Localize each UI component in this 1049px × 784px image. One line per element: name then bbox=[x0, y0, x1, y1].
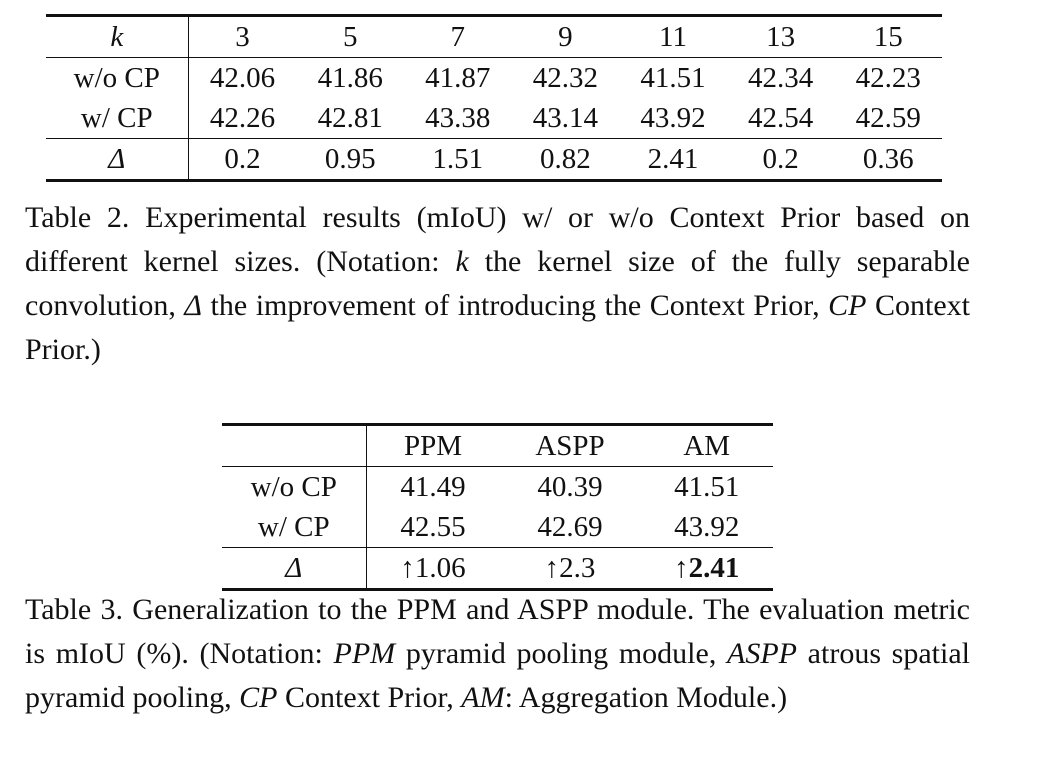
row-label: w/o CP bbox=[222, 466, 367, 507]
table-cell: ↑2.41 bbox=[640, 548, 773, 590]
table-2-kernel-size: 13 bbox=[726, 15, 835, 58]
table-cell: ↑1.06 bbox=[366, 548, 500, 590]
table-cell: 41.51 bbox=[640, 61, 706, 94]
table-cell-best: 43.92 bbox=[619, 98, 727, 139]
table-3-column-header: PPM bbox=[366, 424, 500, 467]
caption-italic-term: AM bbox=[461, 681, 505, 714]
delta-value: 1.06 bbox=[414, 551, 466, 584]
caption-italic-term: CP bbox=[239, 681, 278, 714]
table-row: w/ CP 42.55 42.69 43.92 bbox=[222, 507, 773, 548]
table-cell: 42.59 bbox=[834, 98, 942, 139]
up-arrow-icon: ↑ bbox=[674, 551, 689, 584]
table-cell: 42.26 bbox=[188, 98, 297, 139]
table-cell: 0.95 bbox=[324, 142, 376, 175]
caption-text: the kernel size of the fully separable c… bbox=[25, 245, 970, 322]
table-cell: 40.39 bbox=[537, 470, 603, 503]
row-label-delta: Δ bbox=[46, 138, 189, 181]
table-2-header-k: k bbox=[46, 15, 189, 58]
table-3-column-header: ASPP bbox=[499, 424, 641, 467]
delta-value-best: 2.41 bbox=[688, 551, 740, 584]
table-cell: 1.51 bbox=[432, 142, 484, 175]
caption-italic-term: Δ bbox=[184, 289, 202, 322]
table-row: w/o CP 42.06 41.86 41.87 42.32 41.51 42.… bbox=[46, 57, 942, 98]
caption-text: atrous spatial pyramid pooling, bbox=[25, 637, 970, 714]
caption-text: the improvement of introducing the Conte… bbox=[201, 289, 829, 322]
table-cell: 42.23 bbox=[855, 61, 921, 94]
table-cell: 42.69 bbox=[499, 507, 641, 548]
caption-italic-term: ASPP bbox=[727, 637, 797, 670]
caption-text: : Aggregation Module.) bbox=[504, 681, 788, 714]
table-cell: 41.87 bbox=[425, 61, 491, 94]
table-cell-best: 41.51 bbox=[674, 470, 740, 503]
table-2-kernel-size: 3 bbox=[188, 15, 297, 58]
up-arrow-icon: ↑ bbox=[400, 551, 415, 584]
table-2: k 3 5 7 9 11 13 15 w/o CP 42.06 41.86 41… bbox=[46, 14, 942, 182]
table-row: Δ ↑1.06 ↑2.3 ↑2.41 bbox=[222, 547, 773, 590]
row-label-delta: Δ bbox=[222, 547, 367, 590]
table-2-kernel-size: 9 bbox=[511, 15, 620, 58]
caption-italic-term: PPM bbox=[333, 637, 396, 670]
caption-italic-term: k bbox=[455, 245, 469, 278]
table-cell: 43.38 bbox=[404, 98, 512, 139]
caption-text: Context Prior, bbox=[277, 681, 462, 714]
table-2-caption: Table 2. Experimental results (mIoU) w/ … bbox=[25, 196, 970, 372]
table-cell: 0.82 bbox=[540, 142, 591, 175]
caption-text: Context Prior.) bbox=[25, 289, 970, 366]
table-3-caption: Table 3. Generalization to the PPM and A… bbox=[25, 588, 970, 720]
table-cell: 42.06 bbox=[209, 61, 276, 94]
table-cell: ↑2.3 bbox=[500, 548, 641, 590]
delta-value: 2.3 bbox=[559, 551, 596, 584]
table-cell: 0.2 bbox=[762, 142, 799, 175]
table-2-kernel-size: 15 bbox=[834, 15, 942, 58]
table-3: PPM ASPP AM w/o CP 41.49 40.39 41.51 w/ … bbox=[222, 423, 773, 591]
caption-text: Table 3. Generalization to the PPM and A… bbox=[25, 593, 970, 670]
table-2-header-row: k 3 5 7 9 11 13 15 bbox=[46, 15, 942, 58]
row-label: w/o CP bbox=[46, 57, 189, 98]
caption-text: Table 2. Experimental results (mIoU) w/ … bbox=[25, 201, 970, 278]
table-cell: 0.2 bbox=[224, 142, 261, 175]
table-cell: 41.49 bbox=[400, 470, 466, 503]
table-row: w/ CP 42.26 42.81 43.38 43.14 43.92 42.5… bbox=[46, 98, 942, 139]
table-cell: 42.54 bbox=[726, 98, 835, 139]
row-label: w/ CP bbox=[46, 98, 189, 139]
caption-text: pyramid pooling module, bbox=[395, 637, 728, 670]
table-cell: 41.86 bbox=[317, 61, 383, 94]
table-cell-best: 2.41 bbox=[647, 142, 699, 175]
table-cell: 42.32 bbox=[532, 61, 599, 94]
row-label: w/ CP bbox=[222, 507, 367, 548]
table-row: w/o CP 41.49 40.39 41.51 bbox=[222, 466, 773, 507]
table-3-column-header: AM bbox=[640, 424, 773, 467]
table-row: Δ 0.2 0.95 1.51 0.82 2.41 0.2 0.36 bbox=[46, 138, 942, 181]
table-cell: 0.36 bbox=[862, 142, 914, 175]
table-3-header-row: PPM ASPP AM bbox=[222, 424, 773, 467]
table-cell: 43.14 bbox=[511, 98, 620, 139]
table-2-kernel-size: 5 bbox=[296, 15, 404, 58]
table-2-kernel-size: 11 bbox=[619, 15, 727, 58]
up-arrow-icon: ↑ bbox=[544, 551, 560, 584]
table-cell-best: 43.92 bbox=[640, 507, 773, 548]
table-cell-best: 42.34 bbox=[747, 61, 814, 94]
caption-italic-term: CP bbox=[828, 289, 867, 322]
table-3-header-empty bbox=[222, 424, 367, 467]
table-2-kernel-size: 7 bbox=[404, 15, 512, 58]
table-cell: 42.81 bbox=[296, 98, 404, 139]
table-cell: 42.55 bbox=[366, 507, 500, 548]
